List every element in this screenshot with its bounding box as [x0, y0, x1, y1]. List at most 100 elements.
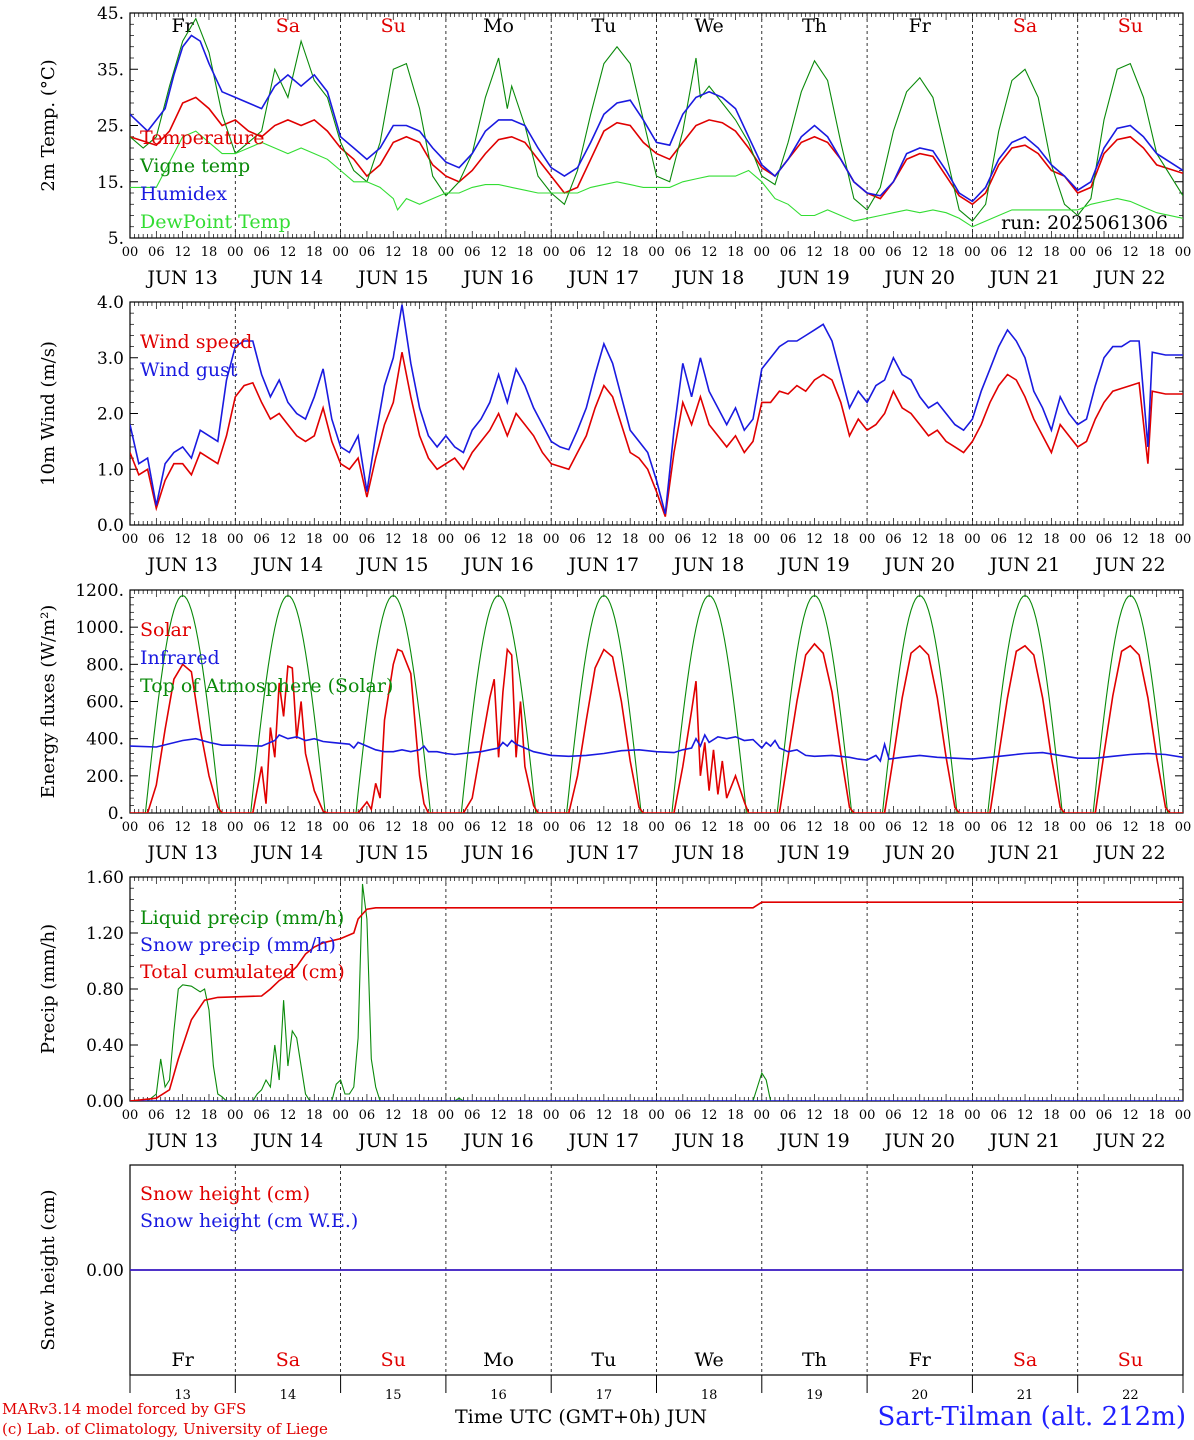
y-tick-label: 3.0	[97, 349, 124, 369]
day-number-label: 22	[1122, 1388, 1139, 1403]
hour-label: 18	[833, 820, 850, 835]
hour-label: 12	[1122, 1108, 1139, 1123]
hour-label: 06	[569, 532, 586, 547]
hour-label: 06	[148, 532, 165, 547]
hour-label: 06	[464, 820, 481, 835]
hour-label: 12	[174, 245, 191, 260]
hour-label: 18	[411, 820, 428, 835]
hour-label: 00	[754, 532, 771, 547]
date-label: JUN 14	[251, 1130, 323, 1152]
date-label: JUN 22	[1093, 1130, 1165, 1152]
hour-label: 00	[227, 532, 244, 547]
hour-label: 06	[359, 820, 376, 835]
date-label: JUN 15	[356, 1130, 428, 1152]
hour-label: 00	[859, 245, 876, 260]
hour-label: 12	[806, 1108, 823, 1123]
hour-label: 00	[438, 532, 455, 547]
hour-label: 12	[701, 532, 718, 547]
series-line	[130, 130, 1183, 228]
hour-label: 00	[438, 245, 455, 260]
legend-entry: Solar	[140, 619, 192, 641]
hour-label: 18	[517, 820, 534, 835]
weekday-label: Sa	[1013, 1349, 1037, 1371]
y-tick-label: 4.0	[97, 293, 124, 313]
legend-entry: Top of Atmosphere (Solar)	[140, 675, 393, 697]
hour-label: 12	[806, 532, 823, 547]
date-label: JUN 19	[777, 554, 849, 576]
hour-label: 12	[1122, 245, 1139, 260]
date-label: JUN 19	[777, 842, 849, 864]
hour-label: 12	[1122, 532, 1139, 547]
hour-label: 18	[1043, 245, 1060, 260]
y-tick-label: 0.00	[86, 1092, 124, 1112]
legend-entry: Temperature	[140, 127, 264, 149]
hour-label: 06	[990, 1108, 1007, 1123]
hour-label: 00	[1069, 532, 1086, 547]
hour-label: 12	[174, 1108, 191, 1123]
hour-label: 18	[201, 1108, 218, 1123]
hour-label: 00	[543, 532, 560, 547]
footer-time-axis-label: Time UTC (GMT+0h) JUN	[455, 1406, 707, 1428]
hour-label: 12	[911, 1108, 928, 1123]
hour-label: 06	[990, 532, 1007, 547]
hour-label: 18	[727, 820, 744, 835]
y-axis-label: 10m Wind (m/s)	[38, 341, 59, 486]
date-label: JUN 15	[356, 842, 428, 864]
weekday-label: Fr	[172, 1349, 195, 1371]
hour-label: 12	[280, 1108, 297, 1123]
date-label: JUN 22	[1093, 842, 1165, 864]
y-axis-label: 2m Temp. (°C)	[38, 59, 59, 191]
date-label: JUN 19	[777, 267, 849, 289]
date-label: JUN 17	[567, 1130, 639, 1152]
weekday-label: Fr	[909, 15, 932, 37]
hour-label: 06	[1096, 1108, 1113, 1123]
hour-label: 06	[253, 820, 270, 835]
y-tick-label: 35.	[97, 60, 124, 80]
date-label: JUN 13	[145, 267, 217, 289]
hour-label: 18	[201, 532, 218, 547]
hour-label: 06	[780, 820, 797, 835]
weekday-label: Su	[381, 15, 406, 37]
weekday-label: We	[695, 15, 724, 37]
y-tick-label: 15.	[97, 173, 124, 193]
hour-label: 12	[280, 532, 297, 547]
y-tick-label: 5.	[108, 229, 124, 249]
weekday-label: Mo	[483, 15, 514, 37]
hour-label: 18	[1043, 820, 1060, 835]
date-label: JUN 22	[1093, 267, 1165, 289]
hour-label: 00	[1175, 532, 1192, 547]
hour-label: 06	[359, 532, 376, 547]
hour-label: 06	[569, 245, 586, 260]
hour-label: 18	[727, 245, 744, 260]
hour-label: 18	[1148, 532, 1165, 547]
series-line	[130, 883, 1183, 1101]
hour-label: 00	[122, 245, 139, 260]
y-tick-label: 1.60	[86, 868, 124, 888]
hour-label: 12	[596, 820, 613, 835]
y-tick-label: 0.00	[86, 1261, 124, 1281]
day-number-label: 21	[1017, 1388, 1034, 1403]
hour-label: 12	[174, 532, 191, 547]
hour-label: 00	[1175, 820, 1192, 835]
hour-label: 18	[1043, 532, 1060, 547]
hour-label: 12	[1017, 245, 1034, 260]
hour-label: 18	[201, 820, 218, 835]
hour-label: 00	[227, 245, 244, 260]
date-label: JUN 16	[461, 554, 533, 576]
weekday-label: Th	[802, 15, 827, 37]
y-tick-label: 2.0	[97, 405, 124, 425]
y-tick-label: 0.0	[97, 516, 124, 536]
hour-label: 06	[359, 1108, 376, 1123]
weekday-label: Fr	[909, 1349, 932, 1371]
hour-label: 12	[490, 532, 507, 547]
hour-label: 18	[833, 1108, 850, 1123]
day-number-label: 14	[280, 1388, 297, 1403]
date-label: JUN 20	[883, 842, 955, 864]
panel-2: 0.0 1.0 2.0 3.0 4.0 10m Wind (m/s) 00 06 12 18 00 0…	[38, 293, 1191, 576]
y-tick-label: 1.20	[86, 924, 124, 944]
date-label: JUN 21	[988, 1130, 1060, 1152]
day-number-label: 17	[596, 1388, 613, 1403]
y-tick-label: 600.	[86, 693, 124, 713]
weekday-label: Su	[1118, 15, 1143, 37]
